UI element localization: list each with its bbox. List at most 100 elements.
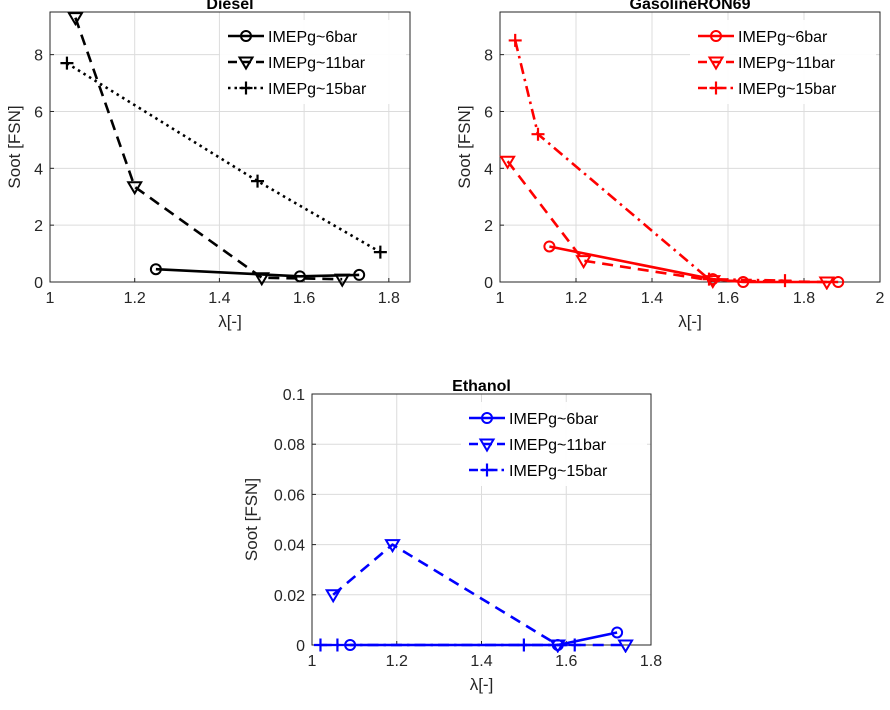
ethanol-series-line-imep-11bar — [332, 543, 626, 647]
ethanol-legend-label-imep-6bar: IMEPg~6bar — [509, 411, 599, 428]
ethanol-y-tick-label: 0 — [296, 638, 305, 655]
diesel-data-point-imep-6bar — [353, 268, 366, 281]
diesel-series-line-imep-11bar — [74, 17, 343, 281]
gasoline-x-axis-label: λ[-] — [678, 312, 702, 331]
gasoline-axes-box — [499, 11, 881, 283]
ethanol-chart: 1 1.2 1.4 1.6 1.8 0 0.02 0.04 0.06 0.08 0.1 Ethanol… — [242, 378, 662, 694]
ethanol-y-tick-label: 0.1 — [283, 387, 305, 404]
diesel-legend-marker-imep-11bar — [237, 56, 255, 71]
diesel-series-line-imep-15bar — [66, 62, 382, 254]
diesel-series-group — [60, 12, 387, 288]
gasoline-x-tick-label: 1.8 — [793, 290, 815, 307]
gasoline-legend-marker-imep-15bar — [709, 81, 723, 95]
diesel-legend-label-imep-6bar: IMEPg~6bar — [268, 29, 358, 46]
ethanol-y-tick-label: 0.08 — [274, 437, 305, 454]
diesel-x-tick-label: 1.8 — [378, 290, 400, 307]
diesel-data-point-imep-11bar — [126, 181, 143, 196]
diesel-legend: IMEPg~6bar IMEPg~11bar IMEPg~15bar — [220, 20, 406, 104]
ethanol-title: Ethanol — [452, 378, 511, 395]
gasoline-x-tick-label: 2 — [876, 290, 885, 307]
diesel-data-point-imep-11bar — [253, 272, 271, 287]
diesel-data-point-imep-15bar — [251, 174, 265, 188]
diesel-legend-marker-imep-15bar — [239, 81, 253, 95]
gasoline-legend: IMEPg~6bar IMEPg~11bar IMEPg~15bar — [690, 20, 876, 104]
gasoline-legend-label-imep-15bar: IMEPg~15bar — [738, 81, 837, 98]
ethanol-data-point-imep-15bar — [330, 638, 344, 652]
gasoline-data-point-imep-11bar — [818, 276, 836, 290]
gasoline-data-point-imep-15bar — [702, 272, 716, 286]
diesel-legend-label-imep-15bar: IMEPg~15bar — [268, 81, 367, 98]
diesel-y-tick-label: 0 — [34, 275, 43, 292]
diesel-x-tick-label: 1 — [46, 290, 55, 307]
gasoline-chart: 1 1.2 1.4 1.6 1.8 2 0 2 4 6 8 GasolineRON69 λ[-] Soot… — [455, 0, 885, 331]
diesel-data-point-imep-15bar — [60, 56, 74, 70]
ethanol-legend: IMEPg~6bar IMEPg~11bar IMEPg~15bar — [461, 402, 647, 486]
gasoline-x-tick-label: 1.2 — [565, 290, 587, 307]
diesel-data-point-imep-6bar — [149, 263, 162, 276]
gasoline-x-tick-label: 1 — [496, 290, 505, 307]
diesel-y-tick-label: 8 — [34, 48, 43, 65]
gasoline-data-point-imep-11bar — [575, 255, 592, 270]
gasoline-x-tick-label: 1.4 — [641, 290, 663, 307]
ethanol-x-tick-label: 1.4 — [470, 653, 492, 670]
ethanol-data-point-imep-15bar — [517, 638, 531, 652]
diesel-x-tick-label: 1.2 — [124, 290, 146, 307]
ethanol-y-tick-label: 0.06 — [274, 487, 305, 504]
diesel-legend-label-imep-11bar: IMEPg~11bar — [268, 55, 366, 72]
diesel-y-tick-label: 4 — [34, 161, 43, 178]
diesel-data-point-imep-11bar — [333, 273, 351, 288]
diesel-data-point-imep-6bar — [293, 270, 306, 283]
ethanol-data-point-imep-15bar — [313, 638, 327, 652]
diesel-x-tick-label: 1.4 — [208, 290, 230, 307]
ethanol-data-point-imep-15bar — [568, 638, 582, 652]
gasoline-data-point-imep-15bar — [531, 127, 545, 141]
diesel-x-axis-label: λ[-] — [218, 312, 242, 331]
diesel-title: Diesel — [206, 0, 253, 13]
gasoline-legend-marker-imep-6bar — [710, 30, 722, 42]
diesel-legend-marker-imep-6bar — [240, 30, 252, 42]
ethanol-data-point-imep-11bar — [324, 589, 342, 604]
ethanol-y-tick-label: 0.04 — [274, 538, 305, 555]
gasoline-y-axis-label: Soot [FSN] — [455, 105, 474, 188]
ethanol-x-tick-label: 1 — [308, 653, 317, 670]
diesel-axes-box — [49, 11, 411, 283]
gasoline-title: GasolineRON69 — [630, 0, 751, 13]
gasoline-y-tick-label: 2 — [484, 218, 493, 235]
ethanol-x-tick-label: 1.6 — [555, 653, 577, 670]
gasoline-legend-label-imep-6bar: IMEPg~6bar — [738, 29, 828, 46]
gasoline-y-tick-label: 6 — [484, 104, 493, 121]
diesel-data-point-imep-11bar — [67, 12, 84, 27]
gasoline-y-tick-label: 0 — [484, 275, 493, 292]
ethanol-legend-label-imep-11bar: IMEPg~11bar — [509, 437, 607, 454]
gasoline-y-tick-label: 4 — [484, 161, 493, 178]
diesel-y-tick-label: 6 — [34, 104, 43, 121]
diesel-x-tick-label: 1.6 — [293, 290, 315, 307]
ethanol-legend-marker-imep-15bar — [480, 463, 494, 477]
ethanol-data-point-imep-6bar — [611, 626, 624, 639]
ethanol-legend-label-imep-15bar: IMEPg~15bar — [509, 463, 608, 480]
diesel-chart: 1 1.2 1.4 1.6 1.8 0 2 4 6 8 Diesel λ[-] Soot [FSN] IM… — [5, 0, 411, 331]
diesel-y-axis-label: Soot [FSN] — [5, 105, 24, 188]
gasoline-series-group — [499, 33, 845, 290]
ethanol-data-point-imep-11bar — [384, 539, 401, 554]
gasoline-legend-marker-imep-11bar — [707, 56, 725, 71]
gasoline-data-point-imep-15bar — [778, 274, 792, 288]
gasoline-data-point-imep-6bar — [543, 240, 556, 253]
gasoline-data-point-imep-11bar — [499, 155, 516, 170]
gasoline-y-tick-label: 8 — [484, 48, 493, 65]
ethanol-x-tick-label: 1.2 — [386, 653, 408, 670]
ethanol-x-axis-label: λ[-] — [470, 675, 494, 694]
gasoline-data-point-imep-6bar — [832, 276, 845, 288]
ethanol-series-group — [313, 539, 634, 653]
gasoline-x-tick-label: 1.6 — [717, 290, 739, 307]
ethanol-y-axis-label: Soot [FSN] — [242, 478, 261, 561]
ethanol-legend-marker-imep-11bar — [478, 438, 496, 453]
gasoline-legend-label-imep-11bar: IMEPg~11bar — [738, 55, 836, 72]
gasoline-data-point-imep-15bar — [508, 33, 522, 47]
gasoline-series-line-imep-15bar — [513, 40, 786, 282]
ethanol-legend-marker-imep-6bar — [481, 412, 493, 424]
diesel-y-tick-label: 2 — [34, 218, 43, 235]
ethanol-data-point-imep-11bar — [617, 639, 634, 653]
ethanol-y-tick-label: 0.02 — [274, 588, 305, 605]
